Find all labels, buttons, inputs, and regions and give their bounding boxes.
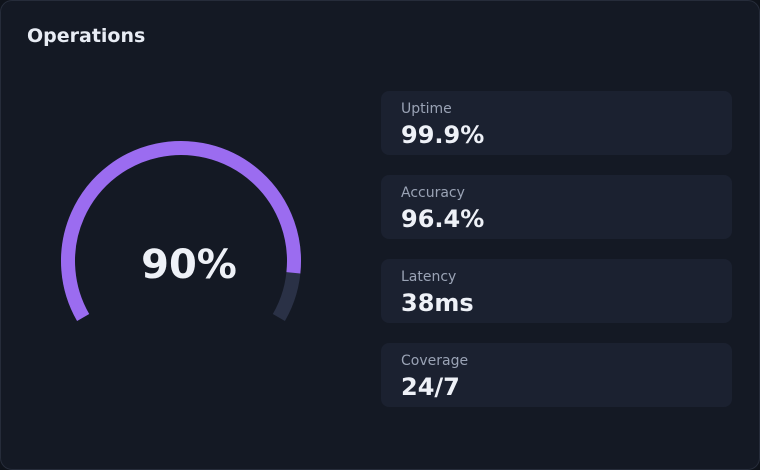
metric-value: 99.9% xyxy=(401,121,485,149)
gauge-value-arc xyxy=(61,141,301,321)
metric-label: Latency xyxy=(401,269,457,285)
gauge-value: 90% xyxy=(141,242,237,288)
metric-card: Latency 38ms xyxy=(381,259,732,323)
metric-value: 96.4% xyxy=(401,205,485,233)
metric-label: Uptime xyxy=(401,101,452,117)
metric-value: 38ms xyxy=(401,289,474,317)
metric-label: Accuracy xyxy=(401,185,465,201)
metric-value: 24/7 xyxy=(401,373,460,401)
gauge: 90% xyxy=(61,141,301,321)
metric-card: Uptime 99.9% xyxy=(381,91,732,155)
metric-card: Coverage 24/7 xyxy=(381,343,732,407)
card-title: Operations xyxy=(27,25,146,47)
metric-card: Accuracy 96.4% xyxy=(381,175,732,239)
metric-label: Coverage xyxy=(401,353,469,369)
